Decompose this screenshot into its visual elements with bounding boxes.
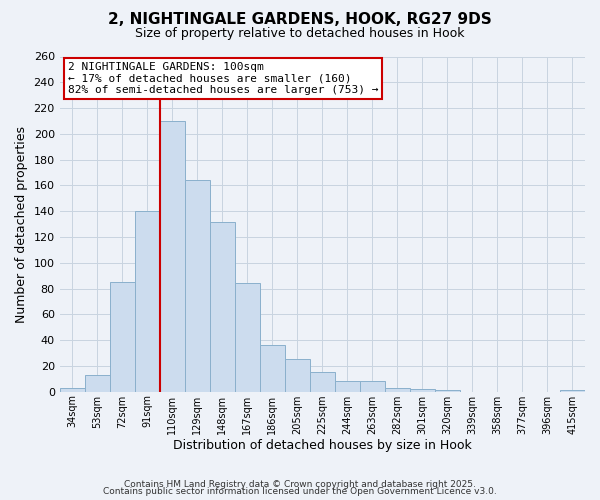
Bar (560, 390, 585, 392)
Bar (210, 222, 235, 392)
Bar (285, 360, 310, 392)
Bar (85, 375, 110, 392)
Y-axis label: Number of detached properties: Number of detached properties (15, 126, 28, 322)
Bar (110, 282, 135, 392)
Bar (59, 388, 85, 392)
Bar (410, 389, 435, 392)
Text: 2, NIGHTINGALE GARDENS, HOOK, RG27 9DS: 2, NIGHTINGALE GARDENS, HOOK, RG27 9DS (108, 12, 492, 28)
Bar (135, 211, 160, 392)
Bar (335, 382, 360, 392)
Text: Contains public sector information licensed under the Open Government Licence v3: Contains public sector information licen… (103, 488, 497, 496)
Bar (435, 390, 460, 392)
Bar (360, 382, 385, 392)
Bar (235, 284, 260, 392)
Bar (385, 388, 410, 392)
Bar (310, 372, 335, 392)
Bar (185, 180, 210, 392)
Text: Contains HM Land Registry data © Crown copyright and database right 2025.: Contains HM Land Registry data © Crown c… (124, 480, 476, 489)
Text: 2 NIGHTINGALE GARDENS: 100sqm
← 17% of detached houses are smaller (160)
82% of : 2 NIGHTINGALE GARDENS: 100sqm ← 17% of d… (68, 62, 378, 94)
Bar (160, 121, 185, 392)
Bar (260, 346, 285, 392)
X-axis label: Distribution of detached houses by size in Hook: Distribution of detached houses by size … (173, 440, 472, 452)
Text: Size of property relative to detached houses in Hook: Size of property relative to detached ho… (135, 28, 465, 40)
